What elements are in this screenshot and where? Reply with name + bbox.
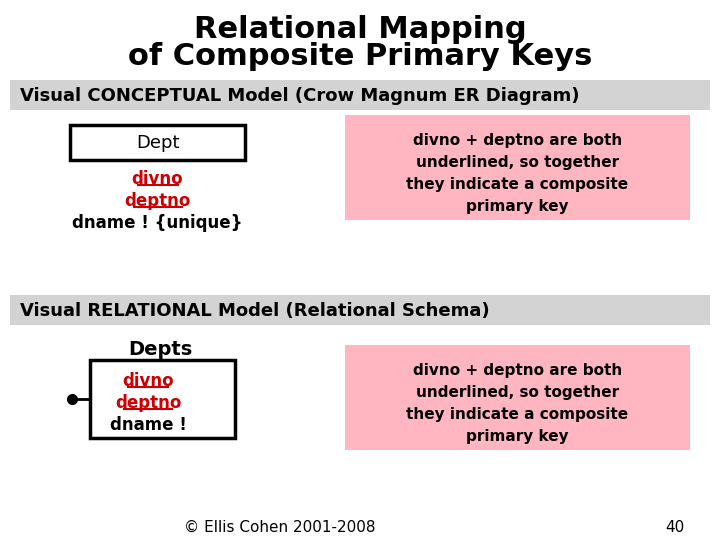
- Text: primary key: primary key: [466, 429, 569, 444]
- Bar: [345, 345, 690, 450]
- Text: 40: 40: [665, 520, 684, 535]
- Text: dname ! {unique}: dname ! {unique}: [72, 214, 243, 232]
- Text: of Composite Primary Keys: of Composite Primary Keys: [128, 42, 592, 71]
- Text: Depts: Depts: [128, 340, 192, 359]
- Text: dname !: dname !: [109, 416, 186, 434]
- Text: they indicate a composite: they indicate a composite: [406, 407, 629, 422]
- Text: deptno: deptno: [125, 192, 191, 210]
- Bar: [70, 125, 245, 160]
- Text: underlined, so together: underlined, so together: [416, 155, 619, 170]
- Text: © Ellis Cohen 2001-2008: © Ellis Cohen 2001-2008: [184, 520, 376, 535]
- Text: primary key: primary key: [466, 199, 569, 214]
- Text: divno + deptno are both: divno + deptno are both: [413, 363, 622, 378]
- Bar: [10, 80, 710, 110]
- Bar: [90, 360, 235, 438]
- Text: Visual RELATIONAL Model (Relational Schema): Visual RELATIONAL Model (Relational Sche…: [20, 302, 490, 320]
- Text: divno: divno: [132, 170, 184, 188]
- Text: divno + deptno are both: divno + deptno are both: [413, 133, 622, 148]
- Text: Relational Mapping: Relational Mapping: [194, 15, 526, 44]
- Text: deptno: deptno: [114, 394, 181, 412]
- Text: Visual CONCEPTUAL Model (Crow Magnum ER Diagram): Visual CONCEPTUAL Model (Crow Magnum ER …: [20, 87, 580, 105]
- Text: divno: divno: [122, 372, 174, 390]
- Bar: [10, 295, 710, 325]
- Bar: [345, 115, 690, 220]
- Text: Dept: Dept: [136, 134, 179, 152]
- Text: they indicate a composite: they indicate a composite: [406, 177, 629, 192]
- Text: underlined, so together: underlined, so together: [416, 385, 619, 400]
